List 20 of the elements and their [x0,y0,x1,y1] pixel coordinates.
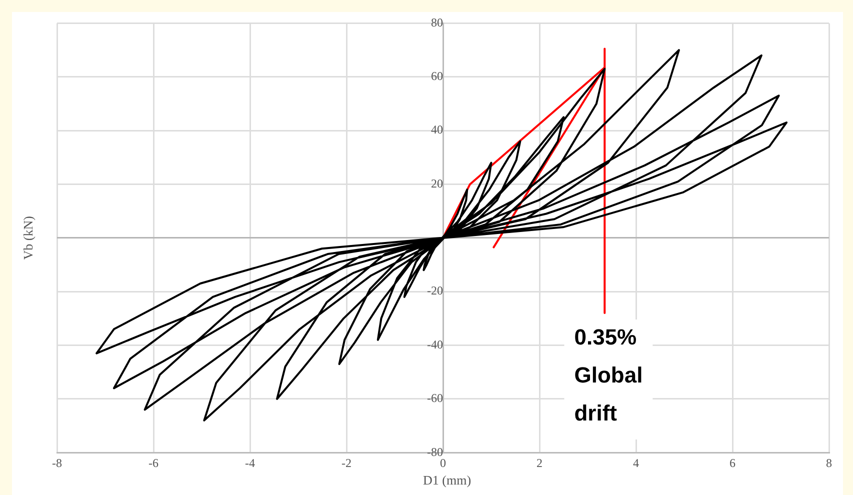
y-axis-title: Vb (kN) [20,216,36,260]
y-tick-label: -40 [427,337,443,352]
y-tick-label: -20 [427,284,443,298]
x-tick-label: -8 [52,456,62,470]
x-tick-label: 6 [730,456,736,470]
x-tick-label: 2 [536,456,542,470]
x-axis-title: D1 (mm) [423,472,472,488]
x-tick-label: -2 [342,456,352,470]
y-tick-label: 40 [431,122,443,137]
x-tick-label: 0 [440,456,446,470]
x-tick-label: -6 [148,456,158,470]
y-tick-label: -80 [427,444,443,459]
annotation: 0.35% Global drift [574,324,643,426]
x-tick-label: 4 [633,456,639,470]
y-tick-label: 80 [431,15,443,30]
y-tick-label: 20 [431,176,443,190]
y-tick-label: -60 [427,391,443,406]
x-tick-label: 8 [826,456,832,470]
y-tick-label: 60 [431,69,443,84]
x-tick-label: -4 [245,456,255,470]
